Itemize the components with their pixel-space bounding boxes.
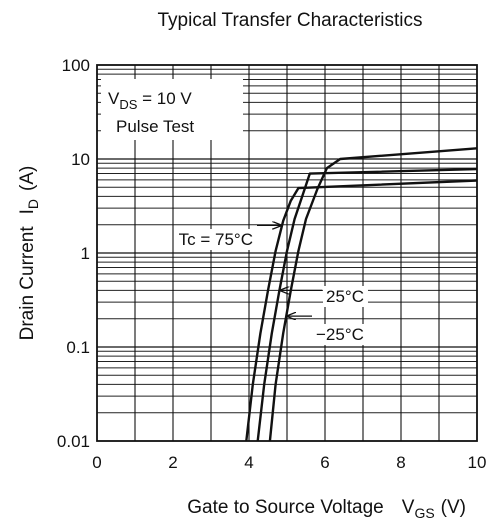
x-tick-labels: 0 2 4 6 8 10 <box>92 453 486 472</box>
x-tick-6: 6 <box>320 453 329 472</box>
curve-label-1: 25°C <box>326 287 364 306</box>
conditions-box: VDS = 10 V Pulse Test <box>101 79 243 140</box>
curve-label-2: −25°C <box>316 325 364 344</box>
x-tick-8: 8 <box>396 453 405 472</box>
curve-annotations: Tc = 75°C 25°C −25°C <box>174 225 368 345</box>
x-tick-0: 0 <box>92 453 101 472</box>
condition-pulse-test: Pulse Test <box>116 117 194 136</box>
condition-vds: VDS = 10 V <box>108 89 192 112</box>
x-tick-4: 4 <box>244 453 253 472</box>
curve-label-bg-2 <box>313 324 368 345</box>
curve-label-bg-1 <box>323 286 368 307</box>
series-line-2 <box>268 147 478 442</box>
y-tick-100: 100 <box>62 56 90 75</box>
x-axis-label: Gate to Source Voltage VGS (V) <box>187 497 466 521</box>
y-tick-labels: 0.01 0.1 1 10 100 <box>57 56 90 451</box>
y-axis-label: Drain CurrentID(A) <box>17 166 41 341</box>
y-tick-1: 1 <box>81 244 90 263</box>
curve-label-0: Tc = 75°C <box>179 230 253 249</box>
chart-title: Typical Transfer Characteristics <box>157 10 422 31</box>
series-line-0 <box>245 179 478 442</box>
x-tick-2: 2 <box>168 453 177 472</box>
curves <box>245 147 478 442</box>
x-tick-10: 10 <box>468 453 487 472</box>
y-tick-0.1: 0.1 <box>66 338 90 357</box>
y-tick-0.01: 0.01 <box>57 432 90 451</box>
plot-frame <box>96 64 478 442</box>
curve-label-bg-0 <box>174 229 256 250</box>
y-tick-10: 10 <box>71 150 90 169</box>
series-line-1 <box>256 167 478 442</box>
